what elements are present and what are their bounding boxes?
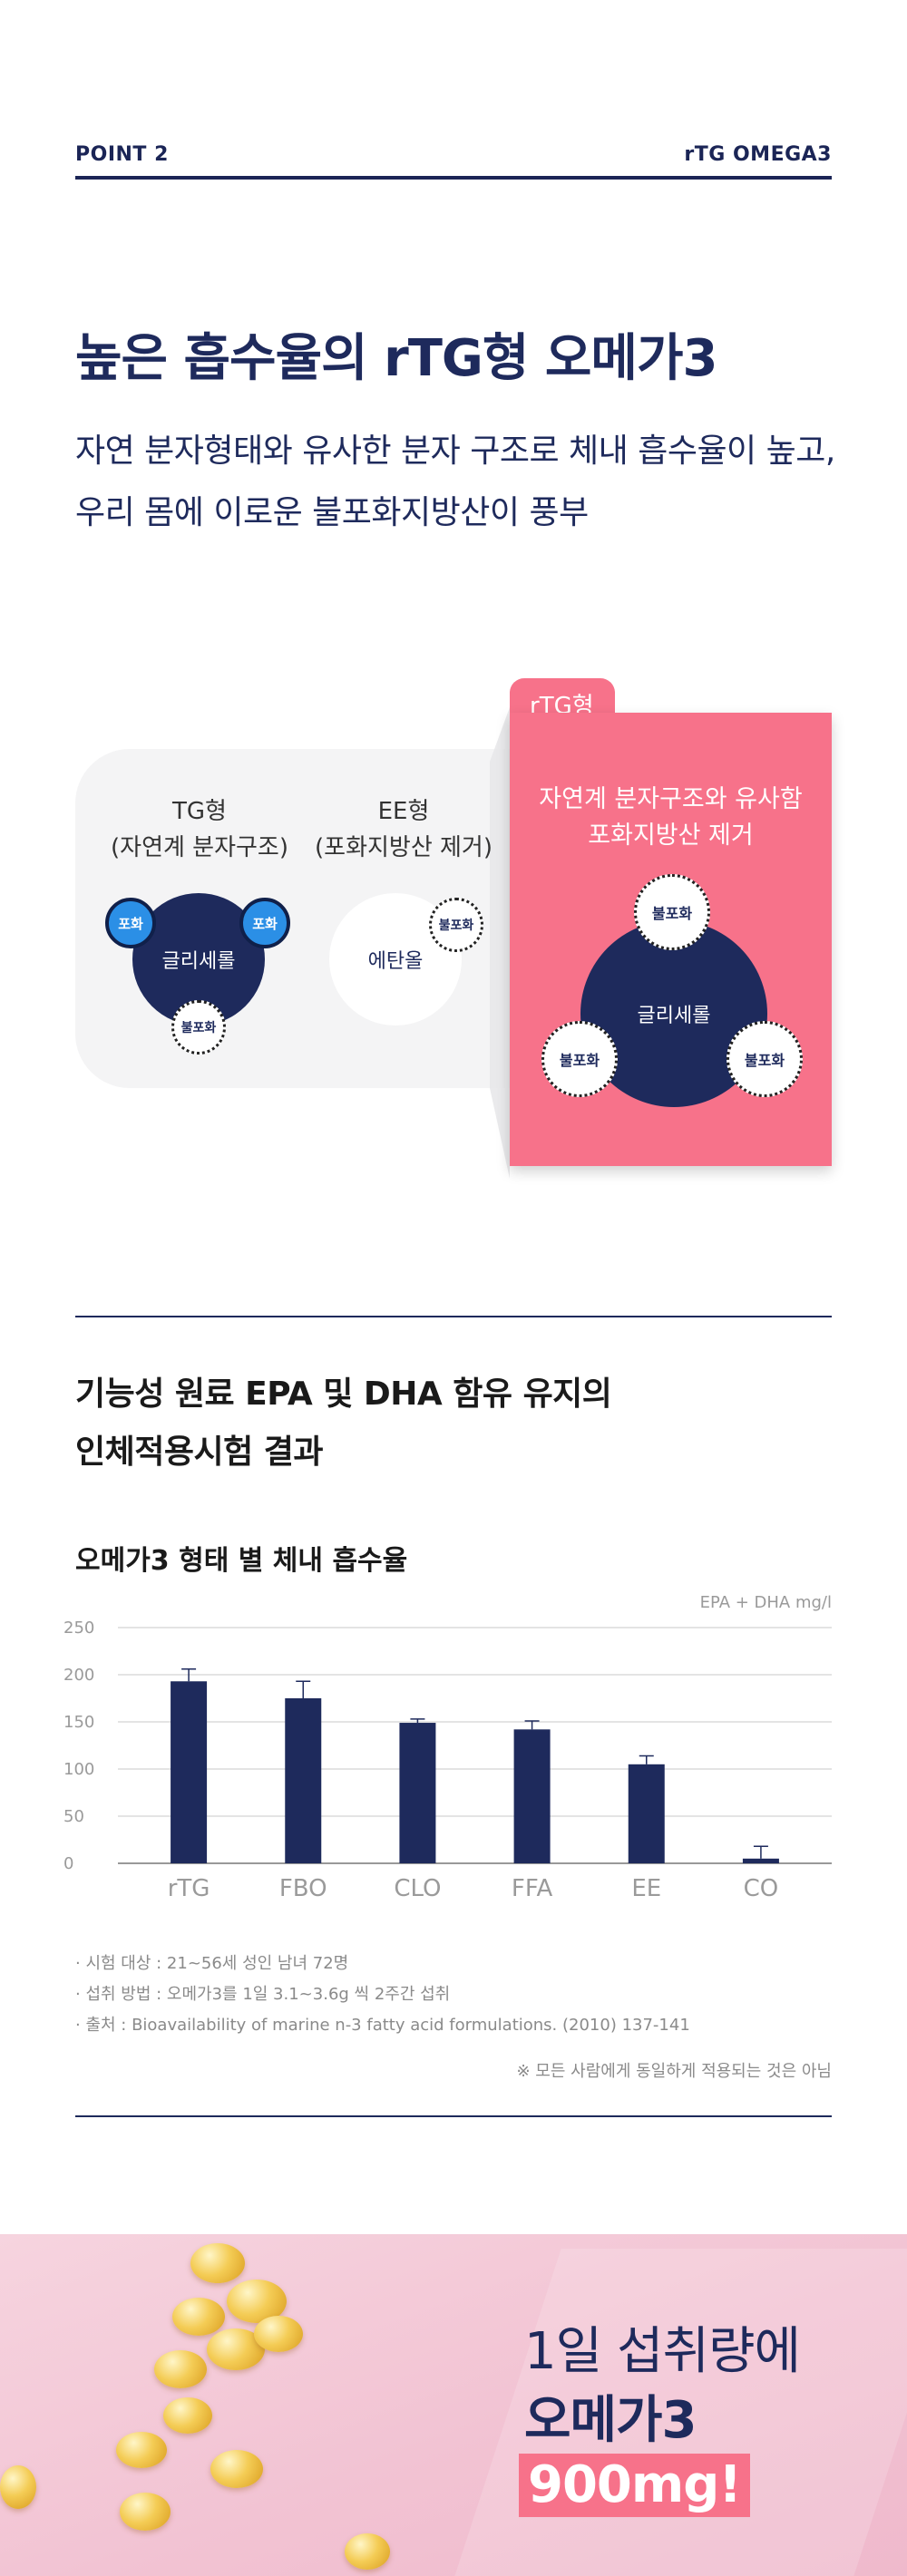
rtg-unsaturated-top: 불포화 [634, 874, 710, 950]
x-category-label: EE [631, 1875, 661, 1902]
x-category-label: rTG [168, 1875, 210, 1902]
ee-type-name: EE형 [377, 798, 430, 825]
y-tick-label: 150 [63, 1713, 94, 1732]
product-label: rTG OMEGA3 [684, 143, 832, 166]
tg-type-desc: (자연계 분자구조) [111, 834, 288, 861]
unsaturated-label: 불포화 [651, 905, 693, 922]
capsule-image [0, 2465, 36, 2509]
rtg-desc-line2: 포화지방산 제거 [588, 821, 754, 850]
saturated-label: 포화 [118, 915, 143, 932]
unsaturated-label: 불포화 [180, 1021, 217, 1035]
header-divider [75, 176, 832, 180]
banner-line-2: 오메가3 [524, 2391, 697, 2450]
ee-type-desc: (포화지방산 제거) [315, 834, 493, 861]
banner-dosage-highlight: 900mg! [519, 2454, 750, 2517]
y-tick-label: 250 [63, 1619, 94, 1638]
capsule-image [254, 2316, 303, 2352]
unsaturated-label: 불포화 [559, 1052, 600, 1069]
capsule-image [345, 2533, 390, 2570]
rtg-glycerol-label: 글리세롤 [637, 1005, 711, 1027]
bar-ffa [513, 1729, 551, 1863]
section-divider [75, 1316, 832, 1317]
tg-type-label: TG형 (자연계 분자구조) [109, 793, 290, 866]
card-shadow-wedge [490, 707, 510, 1179]
capsule-image [210, 2450, 263, 2488]
tg-type-name: TG형 [172, 798, 227, 825]
capsule-image [163, 2397, 212, 2434]
capsule-image [190, 2243, 245, 2283]
hero-subtitle-1: 자연 분자형태와 유사한 분자 구조로 체내 흡수율이 높고, [75, 433, 835, 470]
x-category-label: CLO [394, 1875, 441, 1902]
capsule-image [116, 2432, 167, 2468]
tg-unsaturated: 불포화 [171, 1000, 226, 1055]
unsaturated-label: 불포화 [438, 919, 474, 933]
disclaimer: ※ 모든 사람에게 동일하게 적용되는 것은 아님 [516, 2062, 833, 2081]
ee-unsaturated: 불포화 [429, 898, 483, 952]
tg-glycerol-label: 글리세롤 [161, 950, 236, 973]
dosage-banner [0, 2234, 907, 2576]
x-category-label: FBO [279, 1875, 327, 1902]
ee-type-label: EE형 (포화지방산 제거) [308, 793, 499, 866]
capsule-image [120, 2493, 171, 2531]
point-label: POINT 2 [75, 143, 169, 166]
bar-ee [628, 1764, 665, 1863]
capsule-image [154, 2350, 207, 2388]
bar-fbo [285, 1698, 322, 1863]
ee-ethanol-label: 에탄올 [367, 950, 424, 973]
hero-title: 높은 흡수율의 rTG형 오메가3 [75, 329, 717, 388]
capsule-image [172, 2298, 225, 2336]
y-tick-label: 50 [63, 1807, 84, 1826]
rtg-description: 자연계 분자구조와 유사함 포화지방산 제거 [510, 782, 832, 854]
absorption-bar-chart: 0 50 100 150 200 250 rTG FBO CLO FFA EE CO [63, 1619, 832, 1902]
tg-saturated-right: 포화 [239, 898, 290, 948]
study-note-source: · 출처 : Bioavailability of marine n-3 fat… [75, 2016, 690, 2035]
hero-subtitle-2: 우리 몸에 이로운 불포화지방산이 풍부 [75, 494, 589, 531]
rtg-unsaturated-right: 불포화 [727, 1021, 803, 1097]
tg-saturated-left: 포화 [105, 898, 156, 948]
rtg-unsaturated-left: 불포화 [541, 1021, 618, 1097]
y-tick-label: 200 [63, 1666, 94, 1685]
bar-co [742, 1858, 779, 1863]
study-title-2: 인체적용시험 결과 [75, 1434, 324, 1471]
rtg-desc-line1: 자연계 분자구조와 유사함 [539, 785, 803, 813]
x-category-label: CO [744, 1875, 779, 1902]
bar-rtg [171, 1681, 208, 1863]
banner-line-1: 1일 섭취량에 [524, 2322, 801, 2381]
study-note-method: · 섭취 방법 : 오메가3를 1일 3.1~3.6g 씩 2주간 섭취 [75, 1985, 451, 2004]
chart-unit: EPA + DHA mg/l [699, 1593, 832, 1612]
y-tick-label: 0 [63, 1854, 73, 1873]
study-note-subjects: · 시험 대상 : 21~56세 성인 남녀 72명 [75, 1954, 349, 1973]
saturated-label: 포화 [252, 915, 278, 932]
unsaturated-label: 불포화 [744, 1052, 785, 1069]
x-category-label: FFA [512, 1875, 553, 1902]
section-end-divider [75, 2115, 832, 2117]
study-title-1: 기능성 원료 EPA 및 DHA 함유 유지의 [75, 1375, 612, 1413]
bar-clo [399, 1723, 436, 1863]
chart-title: 오메가3 형태 별 체내 흡수율 [75, 1545, 408, 1577]
y-tick-label: 100 [63, 1760, 94, 1779]
